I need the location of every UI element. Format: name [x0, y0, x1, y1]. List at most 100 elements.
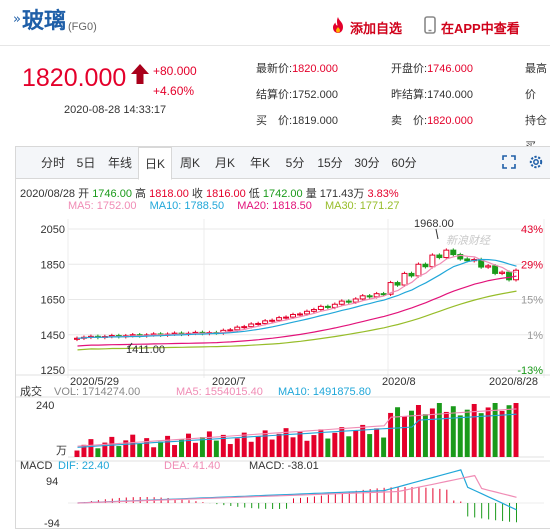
candle-body: [234, 326, 241, 331]
tab-1[interactable]: 5日: [76, 156, 96, 170]
arrow-up-icon: [130, 63, 150, 90]
macd-title: MACD: [20, 460, 52, 472]
ma10-line: [77, 258, 517, 339]
volume-bar: [450, 406, 456, 457]
tab-2[interactable]: 年线: [107, 156, 132, 170]
ma5-line: [77, 254, 517, 339]
macd-dea-line: [77, 474, 517, 504]
quote-column-3: 最高价 持仓 买: [525, 56, 550, 160]
macd-bottom-tick: -94: [44, 518, 60, 529]
chart-panel: 分时 5日 年线 日K 周K 月K 年K 5分 15分 30分 60分 2020/08/28 开 1…: [15, 146, 550, 529]
volume-bar: [255, 436, 261, 457]
candle-body: [401, 272, 408, 286]
tab-10[interactable]: 60分: [391, 156, 417, 170]
kline-y-tick: 1850: [41, 259, 65, 271]
kline-chart[interactable]: 2050 43%1850 29%1650 15%1450 1%1250 -13%2020/…: [16, 147, 550, 529]
candle-body: [394, 282, 401, 286]
volume-bar: [436, 403, 442, 457]
stock-title-wrap: 玻璃 (FG0): [22, 10, 97, 34]
volume-bar: [457, 415, 463, 457]
quote-field: 买 价:1819.000: [256, 115, 338, 127]
quote-field: 昨结算:1740.000: [391, 89, 473, 101]
volume-bar: [492, 403, 498, 457]
quote-time: 2020-08-28 14:33:17: [64, 104, 167, 116]
volume-bar: [192, 442, 198, 457]
volume-bar: [276, 433, 282, 457]
volume-bar: [74, 450, 80, 457]
volume-bar: [151, 447, 157, 457]
settings-icon[interactable]: [528, 154, 544, 175]
volume-bar: [402, 416, 407, 457]
quote-field: 开盘价:1746.000: [391, 63, 473, 75]
period-tabs: 分时 5日 年线 日K 周K 月K 年K 5分 15分 30分 60分: [16, 147, 550, 180]
vol-ma10-line: [77, 413, 517, 448]
view-in-app-label: 在APP中查看: [441, 21, 520, 36]
watermark-text: 新浪财经: [446, 234, 491, 247]
volume-bar: [415, 404, 421, 457]
add-favorite-button[interactable]: 添加自选: [330, 16, 402, 39]
price-change: +80.000 +4.60%: [153, 61, 197, 101]
close-value: 1816.00: [205, 188, 246, 200]
view-in-app-button[interactable]: 在APP中查看: [424, 16, 520, 39]
candle-body: [303, 310, 310, 315]
volume-bar: [388, 412, 394, 457]
volume-bar: [485, 407, 491, 457]
volume-bar: [311, 435, 317, 457]
candle-body: [227, 329, 234, 332]
volume-bar: [290, 437, 296, 457]
tab-6[interactable]: 年K: [249, 156, 270, 170]
candle-body: [345, 300, 352, 303]
volume-bar: [102, 442, 108, 457]
vol-top-tick: 240: [36, 400, 54, 412]
kline-y-tick: 2050: [41, 224, 65, 236]
volume-bar: [179, 439, 184, 457]
volume-value: 171.43万: [319, 188, 365, 200]
vol-ma10: MA10: 1491875.80: [278, 386, 371, 398]
tab-8[interactable]: 15分: [317, 156, 343, 170]
volume-bar: [213, 440, 219, 457]
vol-ma5-line: [77, 408, 517, 447]
tab-9[interactable]: 30分: [354, 156, 380, 170]
phone-icon: [424, 16, 436, 39]
kline-pct-tick: 29%: [521, 259, 543, 271]
candle-body: [492, 265, 499, 274]
volume-bar: [144, 438, 150, 457]
volume-bar: [241, 432, 247, 457]
macd-dea: DEA: 41.40: [164, 460, 220, 472]
tab-0[interactable]: 分时: [40, 156, 65, 170]
candle-body: [464, 258, 471, 262]
quote-field: 卖 价:1820.000: [391, 115, 473, 127]
tab-7[interactable]: 5分: [285, 156, 305, 170]
ma20-line: [77, 275, 517, 347]
volume-bar: [304, 440, 310, 457]
candle-body: [255, 322, 262, 325]
volume-bar: [186, 433, 191, 457]
kline-pct-tick: 43%: [521, 224, 543, 236]
tab-5[interactable]: 月K: [214, 156, 235, 170]
tab-4[interactable]: 周K: [179, 156, 200, 170]
volume-bar: [81, 444, 87, 457]
low-key: 低: [248, 188, 260, 200]
volume-bar: [95, 448, 101, 457]
volume-bar: [360, 424, 366, 457]
volume-bar: [513, 403, 519, 457]
x-label: 2020/8/28: [489, 376, 538, 388]
candle-body: [74, 337, 80, 340]
open-value: 1746.00: [92, 188, 132, 200]
candle-body: [415, 263, 422, 277]
volume-bar: [123, 440, 129, 457]
candle-body: [422, 263, 429, 268]
volume-bar: [130, 434, 136, 457]
volume-bar: [172, 445, 178, 457]
candle-body: [359, 295, 366, 300]
kline-pct-tick: -13%: [517, 365, 543, 377]
fullscreen-icon[interactable]: [502, 155, 516, 174]
volume-bar: [499, 410, 505, 457]
candle-body: [248, 323, 255, 328]
kline-pct-tick: 15%: [521, 295, 543, 307]
tab-3[interactable]: 日K: [138, 147, 172, 180]
volume-bar: [206, 431, 212, 457]
min-price-pointer: [127, 342, 133, 350]
candle-body: [443, 249, 450, 259]
candle-body: [338, 300, 345, 305]
